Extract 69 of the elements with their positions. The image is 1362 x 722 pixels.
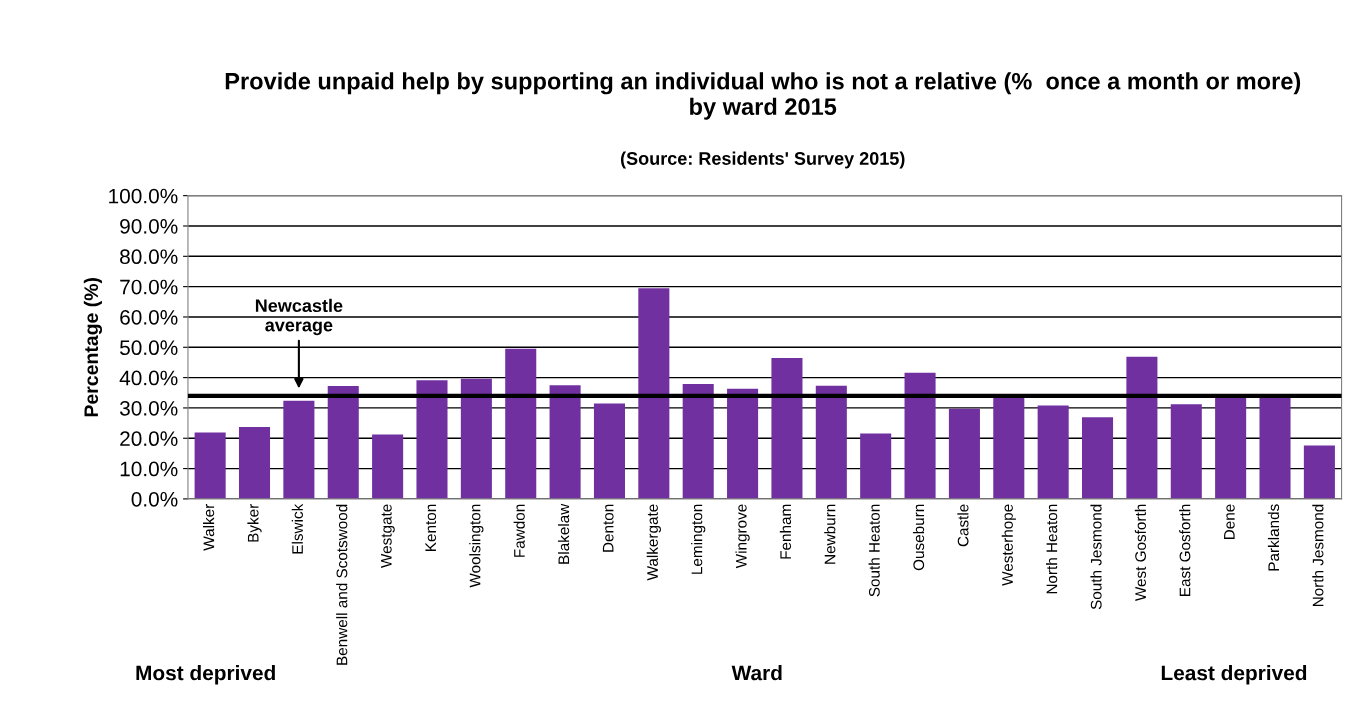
x-tick-label: Benwell and Scotswood — [336, 504, 348, 665]
bar — [1259, 397, 1291, 499]
bar — [593, 403, 625, 499]
bar — [238, 427, 271, 499]
chart-subtitle: (Source: Residents' Survey 2015) — [620, 151, 905, 169]
x-tick-label: North Heaton — [1046, 504, 1058, 594]
bar — [460, 378, 492, 499]
x-tick-label: Elswick — [291, 503, 303, 554]
bar — [1215, 397, 1247, 499]
bar — [1170, 404, 1202, 499]
bar — [194, 432, 226, 499]
text: Least deprived — [1161, 665, 1307, 685]
y-tick-label: 40.0% — [119, 370, 178, 386]
bar — [948, 408, 980, 499]
y-tick-label: 60.0% — [120, 309, 178, 325]
bar — [549, 385, 581, 499]
x-tick-label: Newburn — [824, 504, 836, 564]
y-tick-label: 50.0% — [120, 340, 178, 356]
y-tick-label: 80.0% — [120, 249, 178, 265]
x-tick-label: Denton — [602, 504, 614, 552]
x-tick-label: North Jesmond — [1312, 504, 1324, 607]
x-tick-label: Wingrove — [735, 504, 750, 569]
y-tick-label: 10.0% — [120, 461, 178, 477]
bar — [1037, 405, 1069, 499]
x-tick-label: Ouseburn — [912, 504, 925, 571]
bar — [372, 434, 404, 499]
y-tick-label: 20.0% — [120, 431, 178, 447]
x-tick-label: Westerhope — [1001, 504, 1016, 586]
x-tick-label: Woolsington — [469, 504, 484, 588]
bar — [1126, 356, 1158, 499]
y-tick-label: 90.0% — [120, 218, 178, 234]
bar — [904, 372, 936, 499]
bar — [771, 357, 803, 499]
x-tick-label: Byker — [247, 504, 262, 542]
bar — [327, 386, 359, 499]
bar — [416, 380, 448, 499]
x-tick-label: Dene — [1224, 504, 1235, 540]
x-tick-label: Fenham — [779, 504, 792, 559]
y-tick-label: 70.0% — [120, 279, 178, 295]
bar — [727, 388, 759, 499]
bar — [1082, 417, 1114, 499]
x-tick-label: Lemington — [691, 504, 706, 574]
x-tick-label: South Heaton — [868, 504, 880, 597]
y-tick-label: 0.0% — [131, 491, 178, 507]
bar — [283, 400, 315, 499]
x-tick-label: West Gosforth — [1134, 504, 1147, 602]
x-tick-label: East Gosforth — [1179, 504, 1191, 596]
bar — [815, 385, 847, 499]
x-tick-label: Parklands — [1267, 504, 1280, 571]
x-tick-label: Kenton — [425, 504, 437, 551]
bar — [1303, 445, 1335, 499]
x-axis-title: Ward — [731, 665, 782, 681]
bar — [860, 433, 892, 499]
bar — [638, 288, 670, 499]
x-tick-label: Westgate — [381, 504, 395, 568]
y-axis-title: Percentage (%) — [83, 278, 103, 417]
ref-line-label: Newcastle average — [255, 298, 343, 336]
x-tick-label: Walker — [203, 504, 215, 551]
text: Most deprived — [136, 665, 275, 685]
y-tick-label: 30.0% — [119, 400, 178, 416]
chart-title: Provide unpaid help by supporting an individual who is not a relative (% once a month or more) by ward 2015 — [225, 72, 1301, 120]
bar — [682, 383, 714, 499]
y-tick-label: 100.0% — [109, 188, 178, 204]
x-tick-label: Castle — [957, 504, 969, 547]
x-tick-label: South Jesmond — [1090, 504, 1102, 610]
x-tick-label: Walkergate — [646, 504, 661, 581]
x-tick-label: Fawdon — [513, 504, 525, 557]
bar — [505, 348, 537, 499]
x-tick-label: Blakelaw — [557, 503, 570, 564]
